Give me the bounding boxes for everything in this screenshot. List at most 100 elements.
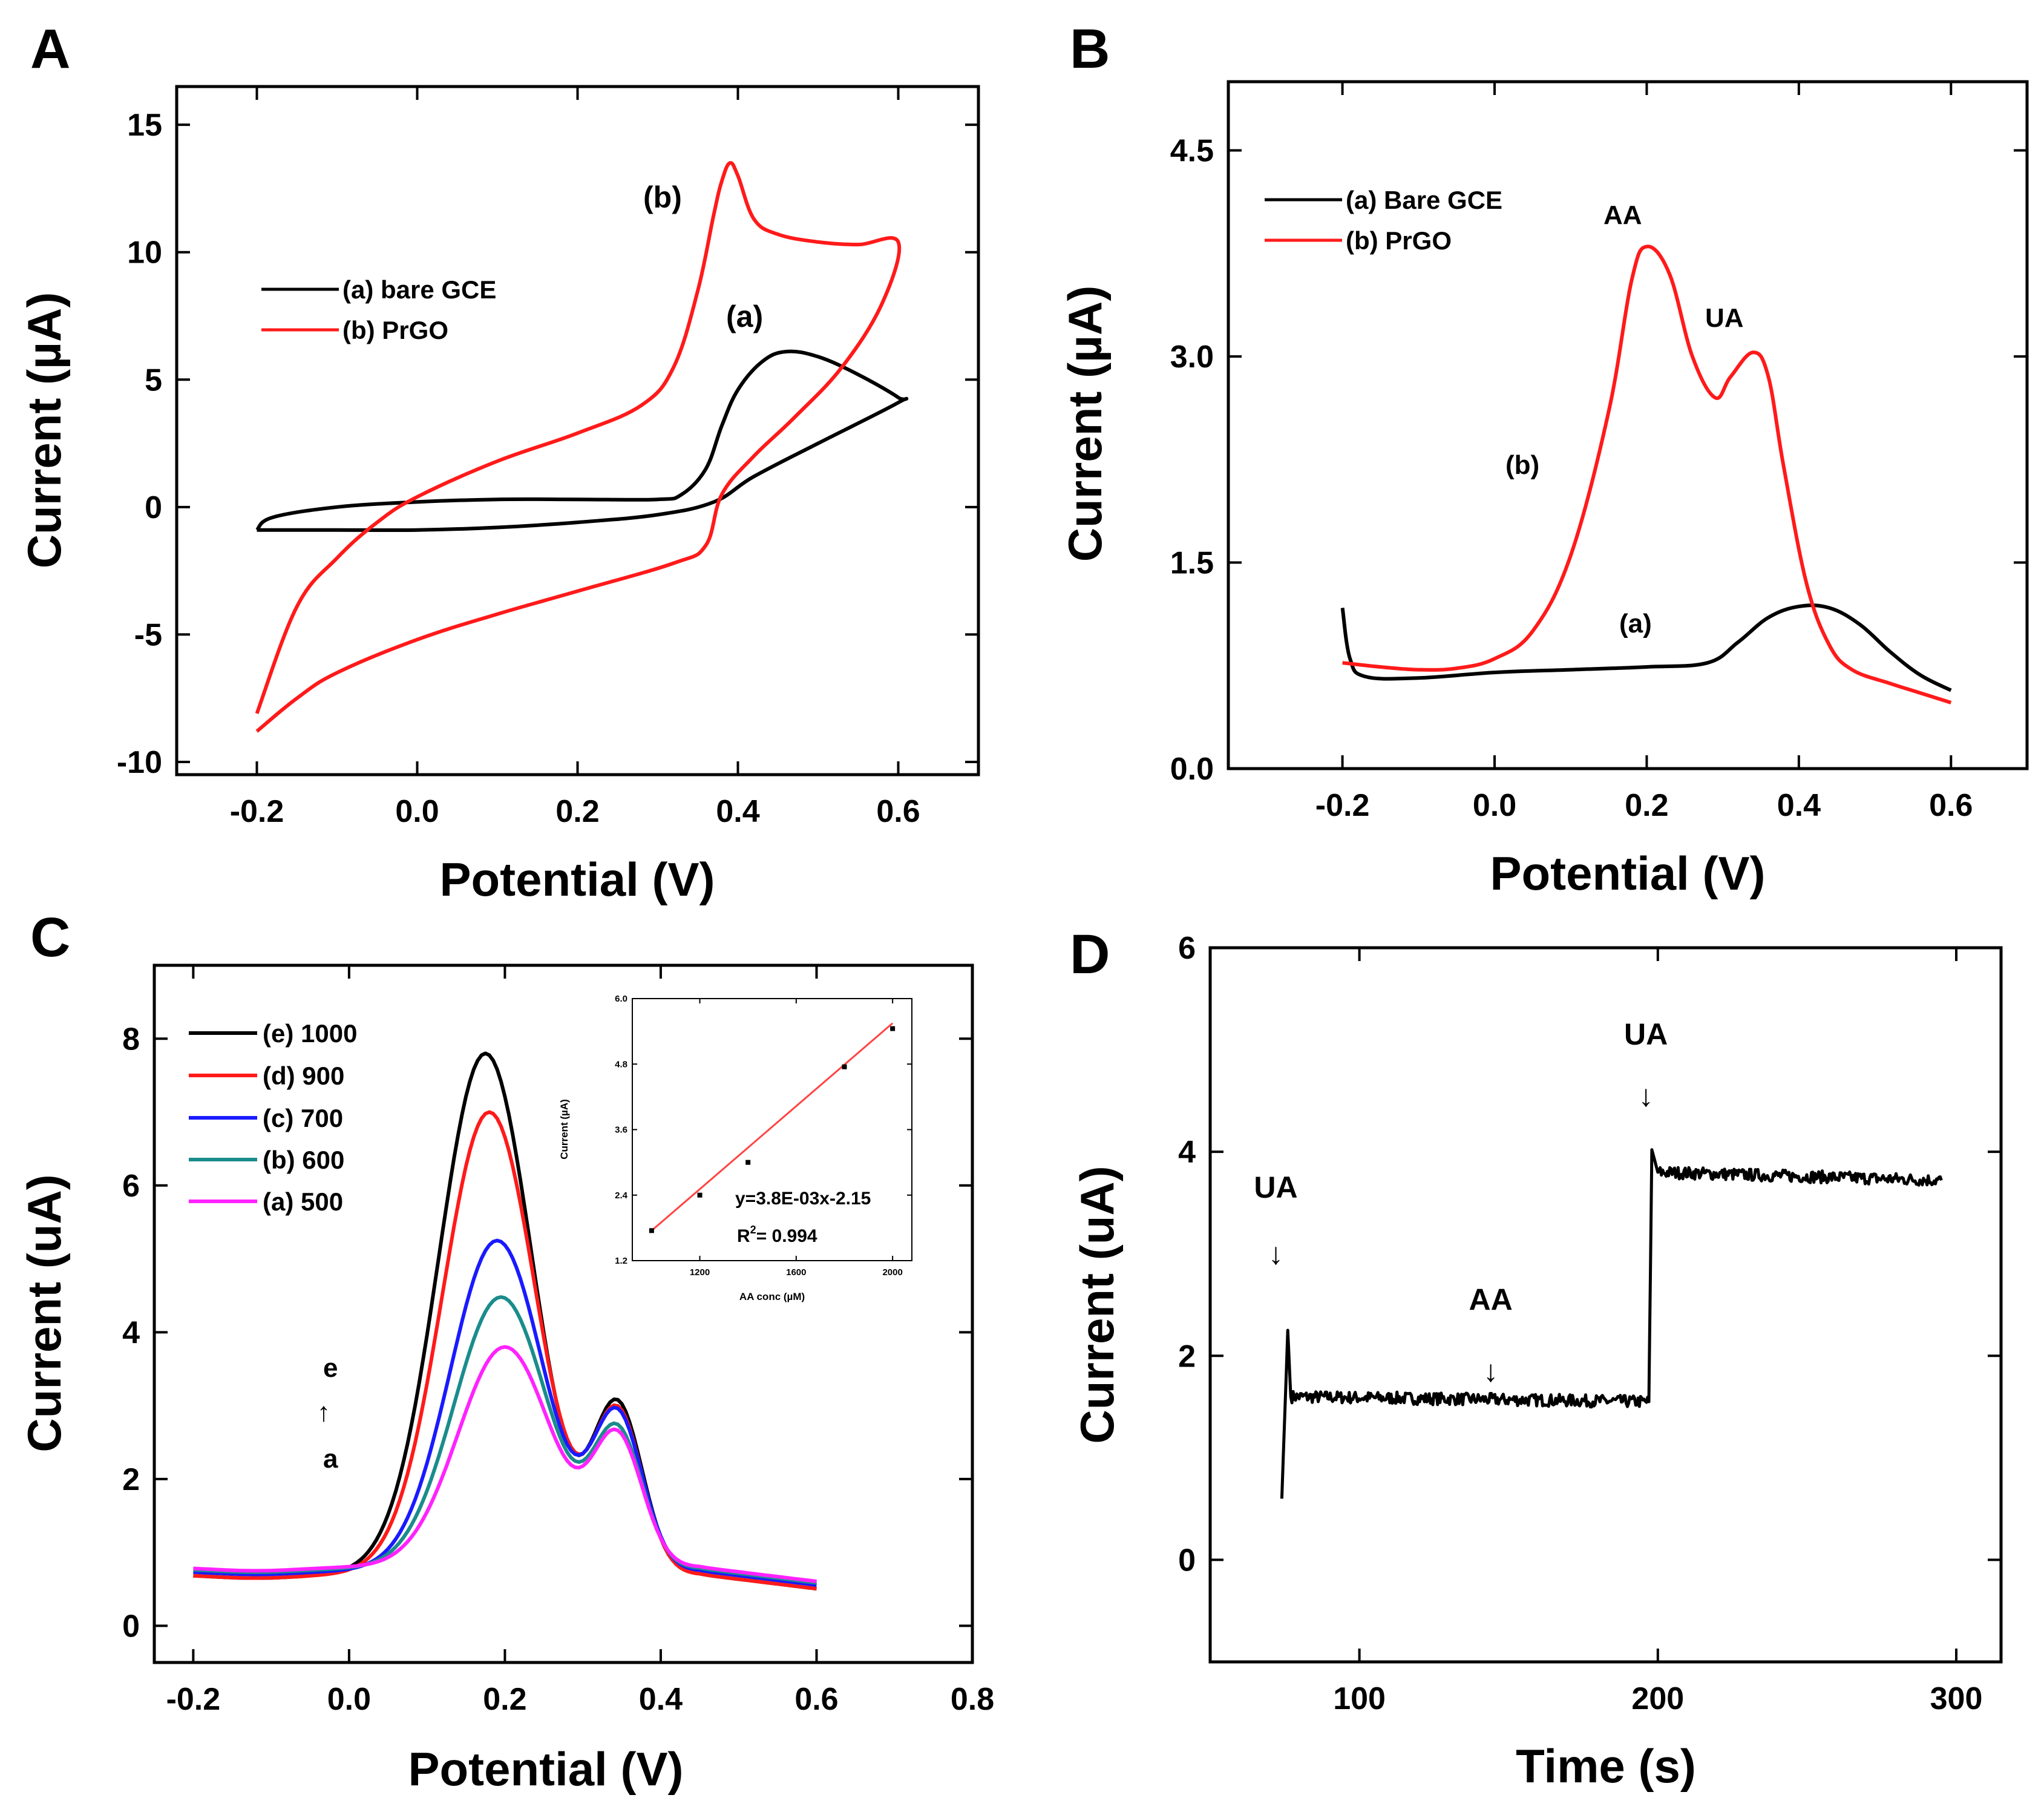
inset-r2-value: = 0.994: [756, 1226, 817, 1246]
panel-c-letter: C: [30, 907, 70, 968]
inset-data-point: [842, 1064, 847, 1069]
panel-b-letter: B: [1070, 18, 1110, 80]
x-tick-label: 0.0: [395, 794, 439, 829]
x-tick-label: 2000: [882, 1267, 902, 1278]
legend-label-bare-gce-b: (a) Bare GCE: [1346, 186, 1502, 214]
panel-d-y-label: Current (uA): [1070, 1166, 1124, 1443]
legend-label-prgo-b: (b) PrGO: [1346, 226, 1452, 255]
y-tick-label: 4: [1178, 1135, 1196, 1170]
inset-frame: [632, 998, 912, 1261]
y-tick-label: 2.4: [615, 1190, 628, 1201]
panel-b-frame: [1227, 80, 2029, 770]
panel-d-x-label: Time (s): [1516, 1739, 1696, 1793]
y-tick-label: 6.0: [615, 994, 627, 1004]
y-tick-label: 2: [1178, 1339, 1196, 1374]
y-tick-label: 3.6: [615, 1125, 627, 1135]
panel-c-inset: 1200 1600 2000 1.2 2.4 3.6 4.8 6.0 AA conc (µM…: [558, 994, 912, 1302]
panel-a-y-axis: -10 -5 0 5 10 15: [117, 108, 978, 780]
inset-r2-sup: 2: [750, 1224, 756, 1236]
inset-plot-area: [649, 1022, 896, 1233]
legend-label-prgo: (b) PrGO: [342, 316, 448, 344]
panel-d-annotation-label: UA: [1624, 1017, 1668, 1051]
inset-data-point: [890, 1026, 896, 1031]
panel-c-chart: C -0.2 0.0 0.2 0.4 0.6 0.8 0 2 4 6 8 Potential (V…: [18, 907, 994, 1796]
inset-r2-prefix: R: [737, 1226, 750, 1246]
inset-fit-line: [650, 1022, 894, 1232]
x-tick-label: 0.4: [1777, 788, 1821, 823]
panel-c-frame: [152, 963, 974, 1664]
panel-c-y-axis: 0 2 4 6 8: [122, 1022, 972, 1644]
panel-b-label-a: (a): [1619, 609, 1652, 638]
panel-b-y-label: Current (µA): [1058, 286, 1112, 562]
panel-a-y-label: Current (µA): [18, 292, 71, 569]
panel-a-legend: (a) bare GCE (b) PrGO: [261, 275, 496, 344]
x-tick-label: 0.6: [1929, 788, 1973, 823]
y-tick-label: 15: [127, 108, 162, 143]
x-tick-label: 0.2: [1625, 788, 1668, 823]
panel-a-x-axis: -0.2 0.0 0.2 0.4 0.6: [230, 87, 920, 829]
panel-a-label-b: (b): [643, 180, 682, 214]
legend-label-c: (c) 700: [263, 1104, 343, 1132]
panel-d-annotation-label: AA: [1469, 1282, 1513, 1316]
panel-c-x-axis: -0.2 0.0 0.2 0.4 0.6 0.8: [166, 965, 994, 1717]
panel-d-down-arrow: ↓: [1639, 1078, 1654, 1112]
y-tick-label: -5: [134, 617, 162, 652]
panel-b-label-b: (b): [1505, 450, 1539, 480]
legend-label-e: (e) 1000: [263, 1019, 357, 1048]
inset-r-squared: R2= 0.994: [737, 1224, 817, 1246]
y-tick-label: -10: [117, 745, 162, 780]
series-line-bare-gce: [255, 349, 909, 533]
panel-c-x-label: Potential (V): [408, 1742, 683, 1796]
y-tick-label: 0: [1178, 1543, 1196, 1578]
panel-b-plot-area: [1340, 245, 1952, 704]
x-tick-label: -0.2: [230, 794, 284, 829]
panel-c-y-label: Current (uA): [18, 1174, 71, 1452]
x-tick-label: -0.2: [166, 1682, 221, 1717]
y-tick-label: 6: [122, 1169, 140, 1204]
x-tick-label: 1600: [786, 1267, 806, 1278]
panel-d-annotations: UA AA UA ↓ ↓ ↓: [1254, 1017, 1668, 1388]
panel-b-label-aa: AA: [1603, 200, 1642, 230]
panel-d-x-axis: 100 200 300: [1333, 948, 1982, 1716]
inset-x-axis: 1200 1600 2000: [690, 999, 903, 1278]
inset-y-axis: 1.2 2.4 3.6 4.8 6.0: [615, 994, 912, 1266]
panel-b-y-axis: 0.0 1.5 3.0 4.5: [1170, 134, 2027, 787]
panel-d-letter: D: [1070, 924, 1110, 985]
x-tick-label: 200: [1631, 1681, 1684, 1716]
y-tick-label: 4.5: [1170, 134, 1214, 169]
panel-a-letter: A: [30, 18, 70, 80]
legend-label-d: (d) 900: [263, 1062, 344, 1090]
x-tick-label: 0.4: [639, 1682, 683, 1717]
y-tick-label: 10: [127, 235, 162, 271]
x-tick-label: 0.2: [483, 1682, 526, 1717]
panel-a-chart: A -0.2 0.0 0.2 0.4 0.6 -10 -5 0 5 10 15 Potential…: [18, 18, 980, 906]
panel-b-x-axis: -0.2 0.0 0.2 0.4 0.6: [1315, 82, 1973, 823]
panel-c-label-a: a: [323, 1444, 338, 1474]
series-line-a: [193, 1345, 817, 1583]
y-tick-label: 0.0: [1170, 752, 1214, 787]
y-tick-label: 1.5: [1170, 546, 1214, 581]
series-line-d: [193, 1110, 817, 1591]
panel-d-plot-area: [1280, 1148, 1943, 1499]
y-tick-label: 6: [1178, 931, 1196, 966]
legend-label-b: (b) 600: [263, 1146, 344, 1174]
y-tick-label: 8: [122, 1022, 140, 1057]
panel-d-down-arrow: ↓: [1268, 1237, 1283, 1271]
inset-data-point: [697, 1192, 703, 1198]
series-line-bare-gce: [1340, 603, 1952, 692]
series-line-amperometric: [1280, 1148, 1943, 1499]
x-tick-label: 0.6: [876, 794, 920, 829]
inset-data-point: [745, 1160, 751, 1165]
panel-d-chart: D 100 200 300 0 2 4 6 Time (s) Current (uA) U…: [1070, 924, 2003, 1793]
series-line-prgo: [255, 161, 902, 733]
panel-c-label-e: e: [323, 1353, 338, 1383]
x-tick-label: 100: [1333, 1681, 1386, 1716]
panel-d-annotation-label: UA: [1254, 1170, 1297, 1204]
panel-b-x-label: Potential (V): [1490, 847, 1765, 900]
y-tick-label: 3.0: [1170, 340, 1214, 375]
x-tick-label: 0.8: [951, 1682, 994, 1717]
legend-label-bare-gce: (a) bare GCE: [342, 275, 496, 304]
y-tick-label: 1.2: [615, 1256, 627, 1266]
y-tick-label: 4.8: [615, 1059, 627, 1069]
